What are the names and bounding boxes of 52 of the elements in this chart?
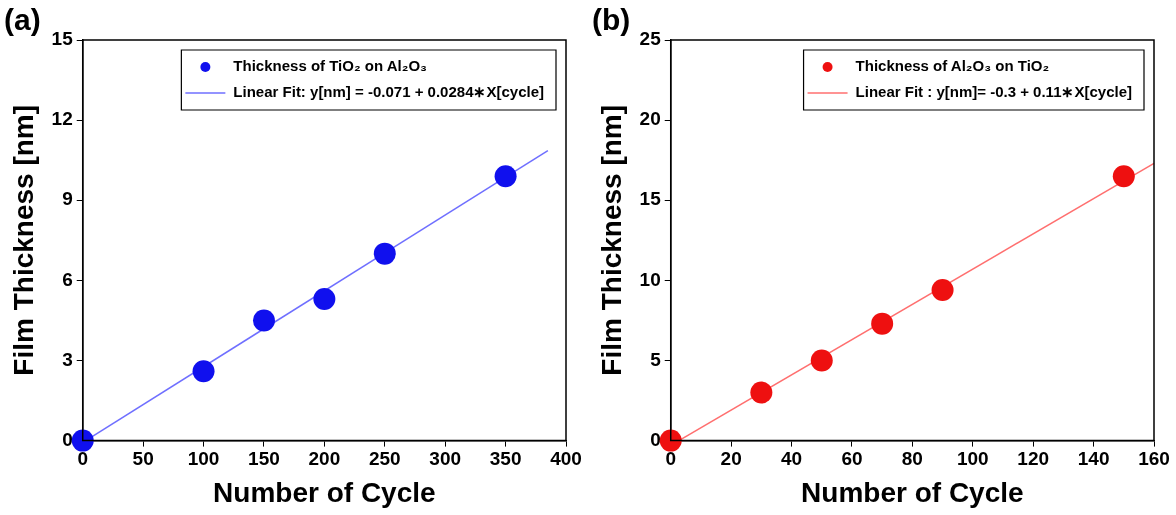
y-tick-label: 0 [650, 428, 661, 450]
point [494, 165, 517, 188]
point [192, 360, 215, 383]
x-tick-label: 0 [665, 448, 677, 470]
legend-label: Linear Fit: y[nm] = -0.071 + 0.0284∗X[cycle] [233, 83, 545, 101]
x-tick-label: 0 [77, 448, 89, 470]
chart-title: (a) [4, 3, 41, 37]
x-tick-label: 80 [901, 448, 923, 470]
x-tick-label: 150 [248, 448, 280, 470]
y-tick-label: 15 [51, 28, 74, 50]
legend-label: Linear Fit : y[nm]= -0.3 + 0.11∗X[cycle] [855, 83, 1132, 101]
point [810, 349, 833, 372]
y-tick-label: 15 [639, 188, 662, 210]
point [252, 309, 275, 332]
x-tick-label: 250 [368, 448, 401, 470]
y-tick-label: 6 [62, 268, 73, 290]
y-tick-label: 5 [650, 348, 662, 370]
point [313, 288, 336, 311]
x-tick-label: 160 [1138, 448, 1170, 470]
point [373, 242, 396, 265]
x-tick-label: 140 [1077, 448, 1110, 470]
x-tick-label: 100 [187, 448, 220, 470]
x-tick-label: 350 [489, 448, 522, 470]
x-tick-label: 20 [720, 448, 742, 470]
x-tick-label: 200 [308, 448, 341, 470]
y-axis-title: Film Thickness [nm] [595, 104, 627, 376]
x-tick-label: 400 [550, 448, 582, 470]
point [1112, 165, 1135, 188]
point [659, 429, 682, 452]
x-axis-title: Number of Cycle [801, 476, 1024, 508]
x-tick-label: 50 [132, 448, 154, 470]
point [931, 278, 954, 301]
y-tick-label: 9 [62, 188, 73, 210]
x-tick-label: 100 [956, 448, 989, 470]
point [750, 381, 773, 404]
chart-title: (b) [592, 3, 631, 37]
y-tick-label: 3 [62, 348, 73, 370]
x-tick-label: 40 [780, 448, 803, 470]
y-axis-title: Film Thickness [nm] [7, 104, 39, 376]
y-tick-label: 25 [639, 28, 662, 50]
point [871, 312, 894, 335]
y-tick-label: 12 [51, 108, 73, 130]
y-tick-label: 0 [62, 428, 73, 450]
legend-label: Thickness of TiO₂ on Al₂O₃ [233, 57, 428, 75]
x-tick-label: 60 [841, 448, 863, 470]
legend-label: Thickness of Al₂O₃ on TiO₂ [855, 57, 1050, 75]
x-tick-label: 120 [1017, 448, 1050, 470]
y-tick-label: 10 [639, 268, 661, 290]
x-axis-title: Number of Cycle [213, 476, 436, 508]
y-tick-label: 20 [639, 108, 661, 130]
x-tick-label: 300 [429, 448, 462, 470]
point [71, 429, 94, 452]
